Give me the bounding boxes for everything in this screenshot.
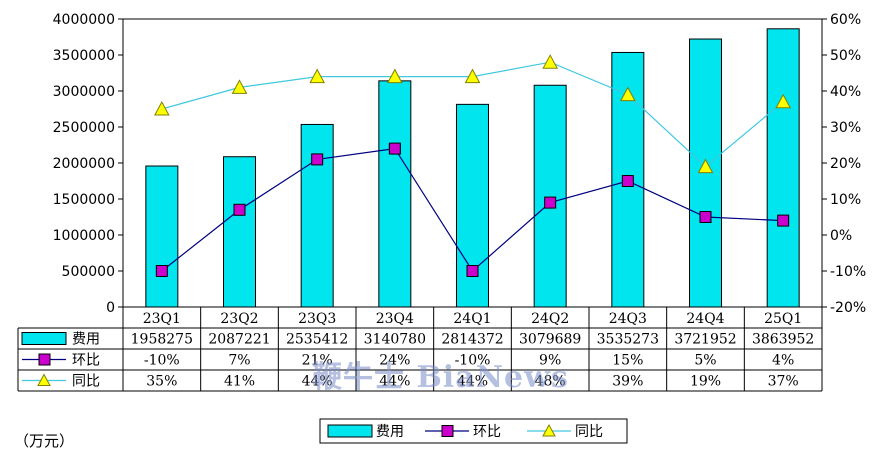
category-label: 24Q4 — [686, 311, 724, 327]
unit-label: （万元） — [14, 432, 75, 450]
table-series-name: 费用 — [72, 332, 100, 348]
table-value: 3140780 — [364, 332, 426, 348]
category-label: 24Q1 — [453, 311, 491, 327]
table-value: 44% — [379, 374, 410, 390]
table-value: 35% — [146, 374, 177, 390]
table-value: 2087221 — [208, 332, 270, 348]
table-value: 15% — [612, 353, 643, 369]
point-同比-23Q3 — [309, 68, 326, 84]
right-axis-label: 20% — [830, 156, 861, 172]
table-legend-key-bar — [21, 332, 67, 345]
right-axis-label: -10% — [830, 264, 866, 280]
right-axis-label: 10% — [830, 192, 861, 208]
right-axis-label: 30% — [830, 120, 861, 136]
point-同比-24Q4 — [697, 158, 714, 174]
table-value: 44% — [302, 374, 333, 390]
point-环比-23Q1 — [155, 265, 168, 277]
table-value: 3721952 — [674, 332, 736, 348]
table-value: 3535273 — [597, 332, 659, 348]
table-value: 1958275 — [131, 332, 193, 348]
left-axis-label: 500000 — [62, 264, 115, 280]
table-value: 2814372 — [441, 332, 503, 348]
category-label: 25Q1 — [764, 311, 802, 327]
bar-23Q2 — [223, 156, 256, 308]
legend-key-marker — [542, 423, 556, 437]
table-value: 5% — [694, 353, 716, 369]
table-legend-key-marker — [37, 373, 51, 386]
point-环比-24Q2 — [544, 196, 557, 209]
point-同比-25Q1 — [775, 93, 792, 109]
category-label: 23Q2 — [220, 311, 258, 327]
point-环比-24Q4 — [699, 211, 712, 223]
point-环比-24Q1 — [466, 265, 479, 277]
point-同比-23Q2 — [231, 79, 248, 94]
legend-key-marker — [441, 425, 454, 437]
legend-label: 同比 — [575, 424, 603, 440]
point-同比-24Q3 — [619, 86, 636, 102]
bar-25Q1 — [766, 28, 800, 308]
table-value: 37% — [768, 374, 799, 390]
point-同比-24Q2 — [542, 54, 559, 69]
category-label: 23Q4 — [376, 311, 414, 327]
table-value: 48% — [535, 374, 566, 390]
table-value: 39% — [612, 374, 643, 390]
left-axis-label: 1500000 — [53, 192, 115, 208]
bar-23Q3 — [300, 123, 334, 308]
legend-label: 环比 — [473, 424, 501, 440]
right-axis-label: 40% — [830, 84, 861, 100]
table-legend-key-marker — [38, 353, 51, 366]
left-axis-label: 4000000 — [53, 12, 115, 28]
table-series-name: 环比 — [72, 353, 100, 369]
left-axis-label: 2000000 — [53, 156, 115, 172]
point-同比-24Q1 — [464, 68, 481, 84]
left-axis-label: 3500000 — [53, 48, 115, 64]
right-axis-label: 50% — [830, 48, 861, 64]
table-value: 2535412 — [286, 332, 348, 348]
right-axis-label: -20% — [830, 300, 866, 316]
left-axis-label: 2500000 — [53, 120, 115, 136]
bar-24Q2 — [533, 84, 567, 308]
point-环比-23Q4 — [388, 142, 401, 155]
point-环比-23Q3 — [311, 153, 324, 166]
category-label: 24Q3 — [609, 311, 647, 327]
category-label: 23Q3 — [298, 311, 336, 327]
table-series-name: 同比 — [72, 374, 100, 390]
table-value: 44% — [457, 374, 488, 390]
table-value: 41% — [224, 374, 255, 390]
table-value: -10% — [144, 353, 180, 369]
point-同比-23Q1 — [153, 100, 170, 116]
legend-key-bar — [327, 424, 373, 438]
right-axis-label: 0% — [830, 228, 852, 244]
left-axis-label: 0 — [106, 300, 115, 316]
category-label: 24Q2 — [531, 311, 569, 327]
table-value: 21% — [302, 353, 333, 369]
point-环比-24Q3 — [621, 175, 634, 187]
right-axis-label: 60% — [830, 12, 861, 28]
watermark: 鞭牛士 BiaNews — [312, 360, 569, 395]
left-axis-label: 1000000 — [53, 228, 115, 244]
category-label: 23Q1 — [143, 311, 181, 327]
table-value: 3079689 — [519, 332, 581, 348]
bar-23Q1 — [145, 165, 179, 308]
legend-label: 费用 — [376, 424, 404, 440]
table-value: 4% — [772, 353, 794, 369]
table-value: 7% — [228, 353, 250, 369]
table-value: 9% — [539, 353, 561, 369]
point-同比-23Q4 — [386, 68, 403, 84]
table-value: 3863952 — [752, 332, 814, 348]
bar-23Q4 — [378, 80, 412, 308]
table-value: 19% — [690, 374, 721, 390]
point-环比-23Q2 — [233, 203, 246, 216]
table-value: -10% — [455, 353, 491, 369]
point-环比-25Q1 — [777, 214, 790, 227]
table-value: 24% — [379, 353, 410, 369]
left-axis-label: 3000000 — [53, 84, 115, 100]
